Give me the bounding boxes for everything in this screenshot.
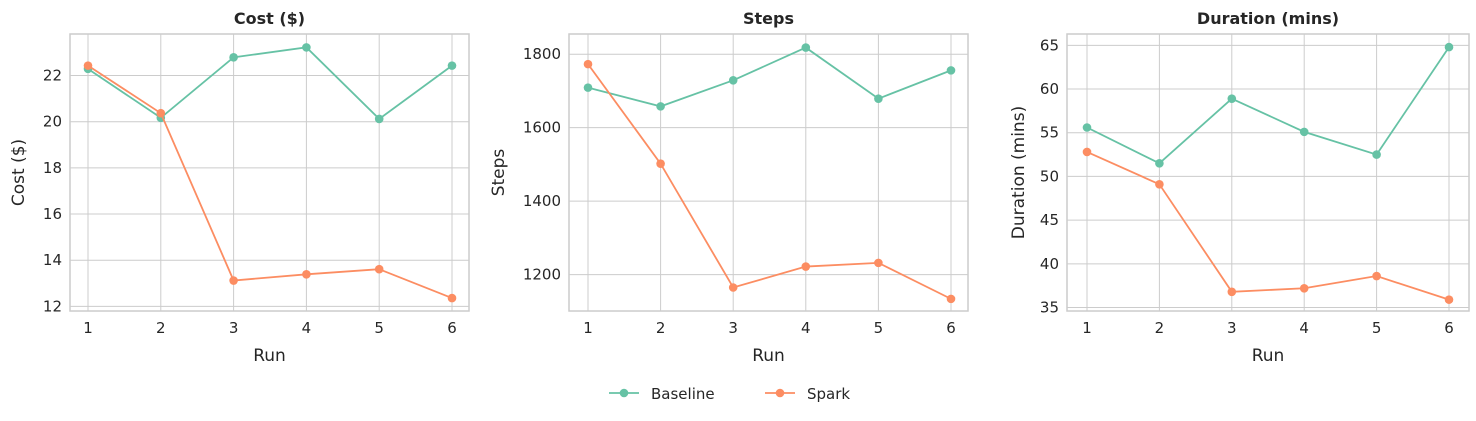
plot-frame <box>1066 33 1470 312</box>
x-tick-label: 3 <box>1227 319 1237 337</box>
data-point-baseline <box>1155 159 1164 168</box>
series-line-spark <box>87 64 453 299</box>
subplot-2: 1 2 3 4 5 6 1200 1400 1600 1800 Steps Run Steps <box>489 9 969 366</box>
data-point-spark <box>946 294 956 304</box>
data-point-spark <box>656 159 665 168</box>
x-tick-label: 2 <box>656 319 666 337</box>
data-point-spark <box>801 262 811 271</box>
x-tick-label: 5 <box>874 319 884 337</box>
x-tick-label: 3 <box>229 319 239 337</box>
x-tick-label: 2 <box>156 319 166 337</box>
data-point-baseline <box>447 61 457 70</box>
y-tick-label: 14 <box>43 251 62 269</box>
data-point-baseline <box>302 43 311 52</box>
legend-label: Spark <box>807 385 850 403</box>
x-tick-label: 6 <box>1444 319 1454 337</box>
series-line-baseline <box>87 46 453 121</box>
data-point-baseline <box>229 53 238 62</box>
data-point-spark <box>229 276 238 285</box>
data-point-spark <box>156 108 166 118</box>
data-point-baseline <box>874 94 883 103</box>
y-tick-label: 16 <box>43 205 62 223</box>
data-point-baseline <box>656 102 665 111</box>
plot-frame <box>69 33 470 312</box>
x-axis-label: Run <box>1252 346 1285 366</box>
data-point-spark <box>1227 287 1237 297</box>
data-point-spark <box>1299 283 1309 293</box>
x-tick-label: 3 <box>728 319 738 337</box>
y-tick-label: 1600 <box>523 119 561 137</box>
legend-label: Baseline <box>651 385 715 403</box>
plot-frame <box>568 33 969 312</box>
data-point-spark <box>1155 179 1164 189</box>
x-axis-label: Run <box>752 346 785 366</box>
x-tick-label: 6 <box>946 319 956 337</box>
y-tick-label: 55 <box>1040 124 1059 142</box>
chart-title: Steps <box>743 9 794 28</box>
data-point-spark <box>83 61 93 70</box>
series-line-baseline <box>587 46 952 108</box>
y-axis-label: Cost ($) <box>9 139 29 206</box>
data-point-baseline <box>1372 150 1381 159</box>
legend-marker-baseline <box>619 388 629 398</box>
x-tick-label: 2 <box>1155 319 1165 337</box>
y-tick-label: 45 <box>1040 211 1059 229</box>
data-point-spark <box>302 269 311 279</box>
y-tick-label: 40 <box>1040 255 1059 273</box>
data-point-baseline <box>801 43 811 52</box>
data-point-spark <box>1082 147 1092 157</box>
data-point-baseline <box>374 114 384 124</box>
x-tick-label: 1 <box>583 319 593 337</box>
x-tick-label: 1 <box>83 319 93 337</box>
y-tick-label: 20 <box>43 113 62 131</box>
data-point-baseline <box>728 75 738 85</box>
y-tick-label: 60 <box>1040 80 1059 98</box>
data-point-baseline <box>946 66 956 75</box>
data-point-baseline <box>583 83 593 92</box>
x-tick-label: 6 <box>447 319 457 337</box>
y-tick-label: 22 <box>43 67 62 85</box>
x-tick-label: 4 <box>1299 319 1309 337</box>
data-point-baseline <box>1299 127 1309 137</box>
y-tick-label: 1800 <box>523 45 561 63</box>
y-tick-label: 65 <box>1040 36 1059 54</box>
y-axis-label: Steps <box>489 149 509 197</box>
data-point-spark <box>447 293 457 303</box>
y-tick-label: 18 <box>43 159 62 177</box>
y-tick-label: 35 <box>1040 299 1059 317</box>
x-tick-label: 1 <box>1082 319 1092 337</box>
data-point-spark <box>874 258 883 268</box>
data-point-baseline <box>1227 94 1237 103</box>
data-point-spark <box>728 283 738 292</box>
x-tick-label: 4 <box>801 319 811 337</box>
data-point-baseline <box>1444 42 1454 52</box>
data-point-baseline <box>1082 123 1092 132</box>
x-tick-label: 5 <box>374 319 384 337</box>
x-axis-label: Run <box>253 346 286 366</box>
y-tick-label: 1200 <box>523 266 561 284</box>
series-line-spark <box>587 63 952 300</box>
legend: Baseline Spark <box>609 385 850 403</box>
y-tick-label: 50 <box>1040 167 1059 185</box>
y-axis-label: Duration (mins) <box>1009 106 1029 239</box>
x-tick-label: 4 <box>302 319 312 337</box>
y-tick-label: 1400 <box>523 192 561 210</box>
y-tick-label: 12 <box>43 297 62 315</box>
x-tick-label: 5 <box>1372 319 1382 337</box>
series-line-baseline <box>1086 46 1450 165</box>
data-point-spark <box>1444 295 1454 304</box>
series-line-spark <box>1086 151 1450 301</box>
chart-title: Cost ($) <box>234 9 305 28</box>
data-point-spark <box>1372 271 1381 281</box>
data-point-spark <box>583 59 593 69</box>
legend-marker-spark <box>775 388 785 398</box>
data-point-spark <box>374 264 384 274</box>
chart-title: Duration (mins) <box>1197 9 1339 28</box>
